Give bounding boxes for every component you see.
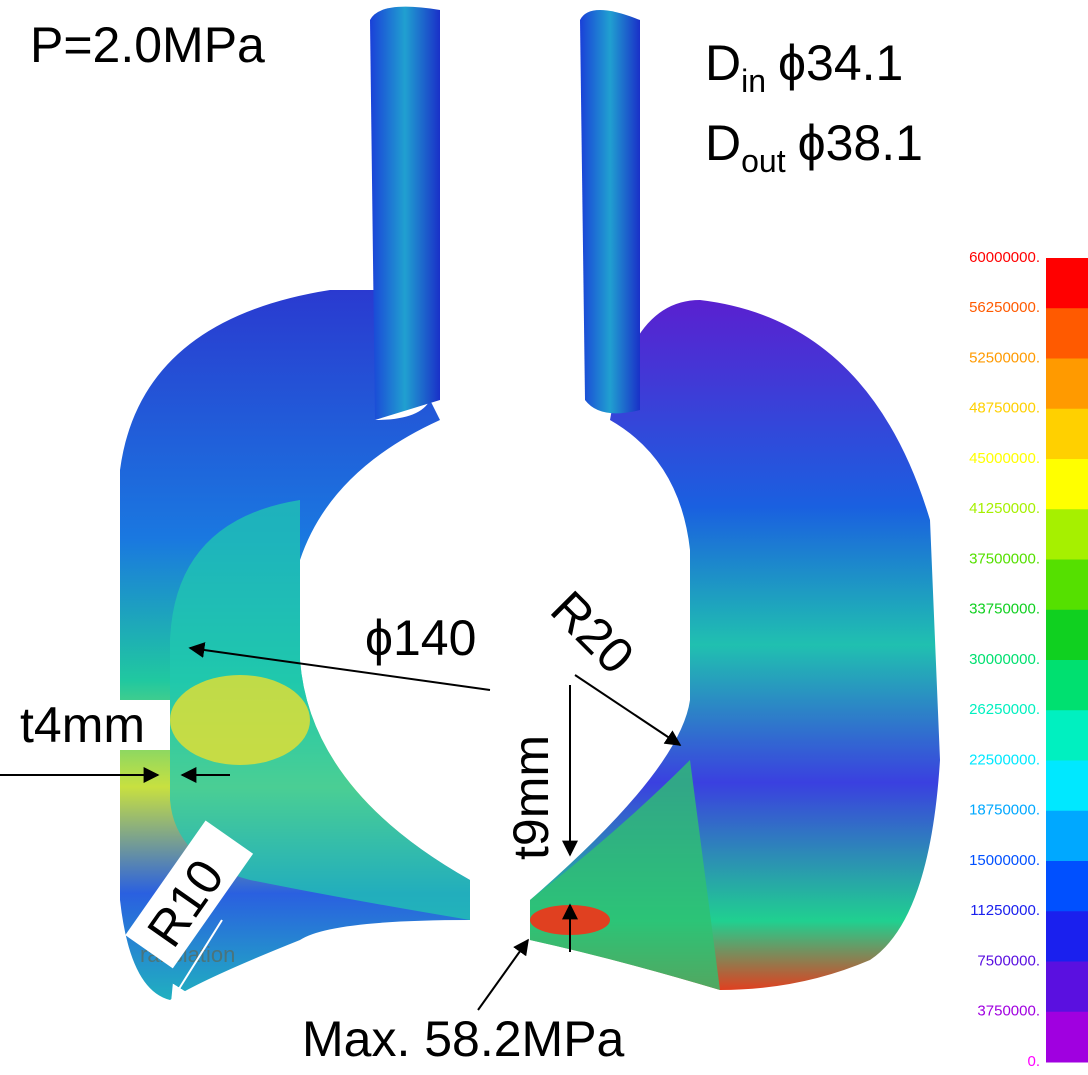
legend-band — [1046, 509, 1088, 560]
legend-band — [1046, 359, 1088, 410]
legend-label: 41250000. — [969, 500, 1040, 517]
max-arrow — [478, 940, 528, 1010]
legend-band — [1046, 560, 1088, 611]
legend-band — [1046, 962, 1088, 1013]
legend-label: 45000000. — [969, 450, 1040, 467]
legend-band — [1046, 610, 1088, 661]
pressure-label: P=2.0MPa — [30, 17, 265, 73]
t9-label: t9mm — [503, 735, 559, 860]
legend: 60000000. 56250000. 52500000. 48750000. 4500… — [969, 249, 1088, 1070]
legend-label: 15000000. — [969, 852, 1040, 869]
r20-arrow — [575, 675, 680, 745]
left-tube — [370, 7, 440, 420]
legend-band — [1046, 409, 1088, 460]
t4-label: t4mm — [20, 697, 145, 753]
legend-label: 0. — [1027, 1053, 1040, 1070]
r20-label: R20 — [540, 580, 644, 684]
dim-sub: out — [741, 143, 786, 179]
legend-label: 33750000. — [969, 601, 1040, 618]
legend-band — [1046, 459, 1088, 510]
dim-value: ϕ34.1 — [778, 35, 903, 91]
legend-label: 22500000. — [969, 751, 1040, 768]
dim-base: D — [705, 115, 741, 171]
dim-value: ϕ38.1 — [798, 115, 923, 171]
diameter-label: ϕ140 — [365, 610, 476, 666]
legend-band — [1046, 911, 1088, 962]
legend-label: 60000000. — [969, 249, 1040, 266]
legend-band — [1046, 761, 1088, 812]
figure: 60000000. 56250000. 52500000. 48750000. 4500… — [0, 0, 1088, 1075]
dim-sub: in — [741, 63, 766, 99]
legend-label: 48750000. — [969, 400, 1040, 417]
legend-label: 7500000. — [977, 952, 1040, 969]
legend-label: 52500000. — [969, 349, 1040, 366]
legend-band — [1046, 660, 1088, 711]
dim-base: D — [705, 35, 741, 91]
max-label: Max. 58.2MPa — [302, 1011, 625, 1067]
legend-label: 30000000. — [969, 651, 1040, 668]
legend-label: 11250000. — [970, 902, 1040, 919]
legend-label: 18750000. — [969, 802, 1040, 819]
legend-band — [1046, 710, 1088, 761]
outer-diameter: Dout ϕ38.1 — [705, 115, 923, 179]
legend-band — [1046, 258, 1088, 309]
legend-band — [1046, 308, 1088, 359]
legend-label: 56250000. — [969, 299, 1040, 316]
legend-band — [1046, 1012, 1088, 1063]
legend-band — [1046, 861, 1088, 912]
right-tube — [580, 10, 640, 413]
left-hot-spot — [170, 675, 310, 765]
legend-band — [1046, 811, 1088, 862]
legend-label: 3750000. — [977, 1003, 1040, 1020]
inner-diameter: Din ϕ34.1 — [705, 35, 903, 99]
legend-label: 37500000. — [969, 550, 1040, 567]
legend-label: 26250000. — [969, 701, 1040, 718]
